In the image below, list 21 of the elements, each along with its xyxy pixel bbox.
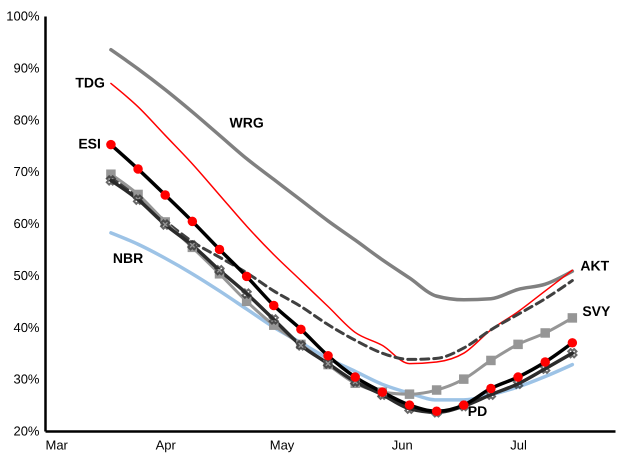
y-tick-label: 50% — [13, 268, 40, 283]
series-label: TDG — [75, 74, 106, 90]
y-tick-label: 70% — [13, 164, 40, 180]
x-tick-label: Mar — [46, 438, 69, 452]
x-tick-label: Jun — [392, 438, 413, 452]
y-tick-label: 90% — [13, 60, 40, 76]
series-label: NBR — [112, 250, 144, 266]
y-tick-label: 20% — [13, 424, 40, 438]
x-tick-label: May — [270, 438, 295, 452]
x-tick-label: Apr — [156, 438, 176, 452]
y-tick-label: 80% — [13, 112, 40, 128]
y-tick-label: 40% — [13, 320, 40, 335]
series-label: WRG — [229, 114, 264, 130]
y-tick-label: 60% — [13, 216, 40, 231]
y-tick-label: 100% — [6, 8, 40, 24]
y-tick-label: 30% — [13, 372, 40, 387]
x-tick-label: Jul — [510, 438, 527, 452]
series-label: SVY — [582, 302, 612, 319]
series-label: AKT — [580, 258, 610, 274]
series-label: PD — [468, 403, 488, 420]
series-label: ESI — [78, 136, 101, 152]
